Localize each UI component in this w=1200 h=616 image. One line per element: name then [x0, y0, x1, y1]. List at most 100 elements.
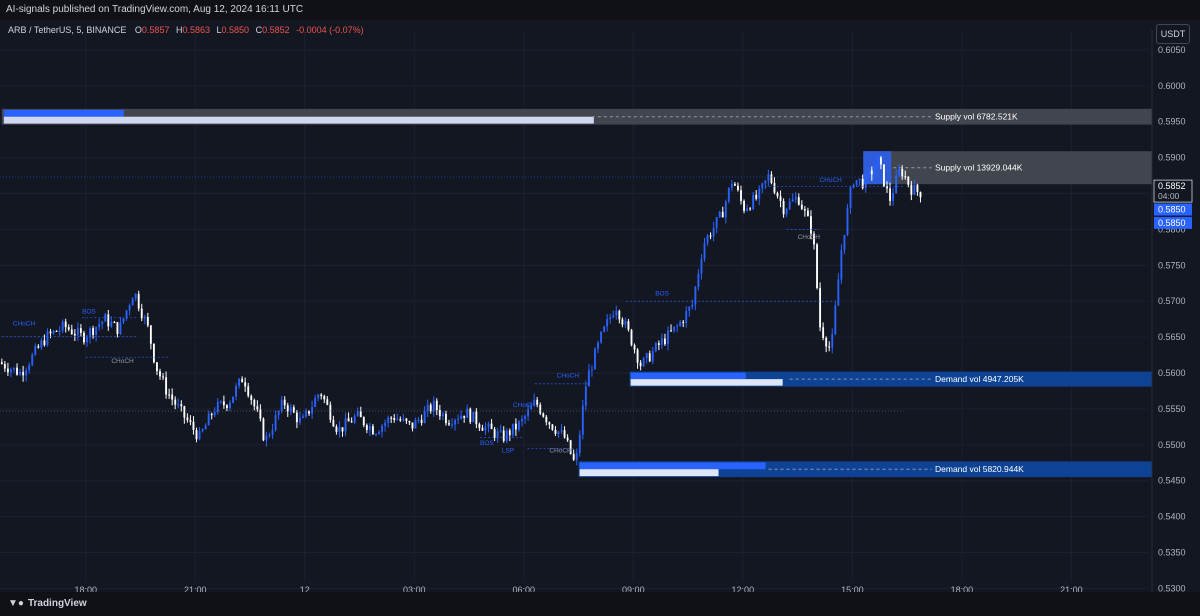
candle: [89, 326, 91, 344]
candle: [682, 319, 685, 328]
candle: [222, 395, 225, 409]
candle: [584, 380, 587, 411]
candle: [356, 407, 359, 417]
candle: [98, 318, 101, 331]
candle: [146, 312, 149, 328]
candle: [28, 362, 31, 374]
candle: [834, 300, 837, 336]
candle: [454, 418, 457, 431]
close-value: 0.5852: [262, 25, 290, 35]
candle: [438, 404, 441, 420]
y-tick-label: 0.5650: [1158, 332, 1186, 342]
change-value: -0.0004 (-0.07%): [296, 25, 364, 35]
candle: [746, 204, 749, 212]
candle: [140, 303, 143, 322]
candle: [371, 423, 374, 435]
candle: [393, 414, 396, 423]
candle: [201, 428, 204, 433]
candle: [858, 178, 861, 186]
candle: [113, 320, 116, 324]
candle: [499, 424, 502, 433]
candle: [46, 328, 49, 347]
candle: [819, 282, 822, 332]
candle: [810, 210, 812, 240]
candle: [767, 169, 770, 187]
x-tick-label: 18:00: [951, 585, 974, 595]
candle: [444, 410, 447, 426]
candle: [384, 419, 387, 432]
candle: [840, 244, 843, 284]
candle: [43, 334, 46, 347]
x-tick-label: 18:00: [75, 585, 98, 595]
candle: [618, 309, 621, 324]
candle: [603, 325, 606, 333]
candle: [159, 368, 161, 380]
price-line-text: 0.5850: [1158, 205, 1186, 215]
candle: [317, 393, 320, 402]
candle: [800, 200, 803, 210]
low-value: 0.5850: [221, 25, 250, 35]
candle: [92, 325, 95, 339]
candle: [517, 420, 520, 432]
supply-zone[interactable]: Supply vol 6782.521K: [1, 108, 1153, 125]
candle: [259, 404, 262, 422]
x-tick-label: 12: [300, 585, 310, 595]
y-tick-label: 0.6050: [1158, 45, 1186, 55]
candle: [0, 358, 3, 365]
candle: [542, 412, 545, 418]
candle: [347, 412, 350, 422]
candle: [286, 402, 289, 417]
candle: [478, 422, 481, 432]
candle: [131, 297, 134, 306]
candle: [402, 414, 405, 422]
candle: [886, 181, 888, 193]
candle: [165, 371, 168, 399]
candle: [280, 395, 283, 414]
candle: [25, 367, 28, 382]
candle: [79, 324, 82, 337]
zone-volume-bar: [579, 469, 719, 477]
candle: [575, 448, 578, 466]
candle: [761, 182, 764, 194]
zone-label: Demand vol 4947.205K: [935, 374, 1024, 384]
x-tick-label: 12:00: [732, 585, 755, 595]
candle: [207, 410, 210, 426]
demand-zone[interactable]: Demand vol 4947.205K: [629, 371, 1152, 387]
demand-zone[interactable]: Demand vol 5820.944K: [578, 461, 1152, 478]
price-chart[interactable]: Supply vol 6782.521K Supply vol 13929.044…: [0, 20, 1200, 612]
candle: [323, 394, 326, 404]
zone-volume-bar: [3, 116, 594, 124]
candle: [204, 423, 207, 430]
candle: [606, 313, 609, 332]
candle: [676, 323, 679, 333]
candle: [557, 431, 560, 438]
candle: [274, 410, 277, 432]
supply-zone[interactable]: Supply vol 13929.044K: [863, 151, 1152, 185]
candle: [417, 416, 420, 424]
currency-button[interactable]: USDT: [1156, 24, 1190, 44]
candle: [709, 232, 712, 240]
candle: [411, 422, 414, 432]
candle: [73, 329, 76, 341]
zone-volume-bar: [630, 372, 746, 380]
symbol-name[interactable]: ARB / TetherUS, 5, BINANCE: [8, 25, 127, 35]
candle: [283, 396, 286, 409]
candle: [791, 193, 794, 202]
candle: [910, 180, 913, 201]
candle: [40, 338, 43, 350]
candle: [898, 164, 901, 177]
candle: [813, 231, 815, 250]
symbol-legend: ARB / TetherUS, 5, BINANCE O0.5857 H0.58…: [8, 25, 368, 35]
candle: [22, 365, 25, 382]
tradingview-brand: TradingView: [27, 598, 87, 609]
y-tick-label: 0.5500: [1158, 440, 1186, 450]
y-tick-label: 0.5300: [1158, 583, 1186, 593]
candle: [326, 396, 329, 406]
y-tick-label: 0.6000: [1158, 81, 1186, 91]
candle: [627, 318, 630, 332]
candle: [867, 166, 870, 180]
candle: [530, 401, 533, 410]
candle: [168, 388, 171, 399]
candle: [134, 293, 137, 302]
candle: [563, 426, 566, 439]
